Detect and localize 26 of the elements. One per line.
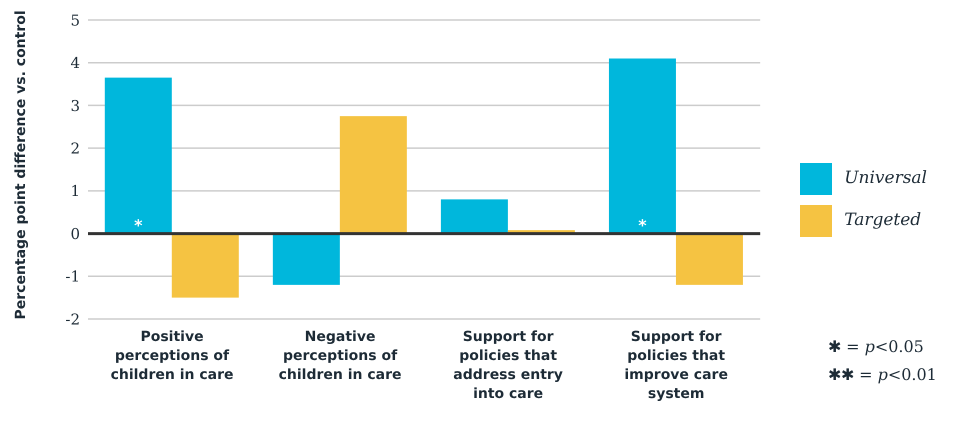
y-tick-label: 1 <box>70 182 80 200</box>
x-tick-label: Negative perceptions of children in care <box>278 329 402 383</box>
annotation: * <box>638 216 648 236</box>
y-tick-label: -2 <box>65 310 80 328</box>
y-tick-label: 3 <box>70 96 80 115</box>
text: ✱ = p<0.05 <box>828 337 924 356</box>
y-axis-title: Percentage point difference vs. control <box>12 10 29 320</box>
bar <box>676 234 743 285</box>
x-tick-label: Support for policies that address entry into care <box>453 329 563 402</box>
bar <box>104 78 172 234</box>
bar <box>172 234 239 298</box>
x-tick-label: Positive perceptions of children in care <box>110 329 234 383</box>
y-tick-label: 5 <box>70 11 80 30</box>
y-tick-label: -1 <box>65 268 80 286</box>
y-tick-label: 0 <box>70 224 80 243</box>
y-tick-label: 4 <box>70 54 80 72</box>
bar <box>340 116 407 234</box>
annotation: * <box>134 216 144 236</box>
text: ✱✱ = p<0.01 <box>828 365 937 384</box>
legend-label: Targeted <box>844 210 922 230</box>
bar <box>608 58 676 234</box>
bar <box>272 234 340 285</box>
x-tick-label: Support for policies that improve care system <box>624 329 728 402</box>
y-tick-label: 2 <box>70 139 80 158</box>
legend-label: Universal <box>844 168 927 188</box>
bar <box>440 199 508 234</box>
